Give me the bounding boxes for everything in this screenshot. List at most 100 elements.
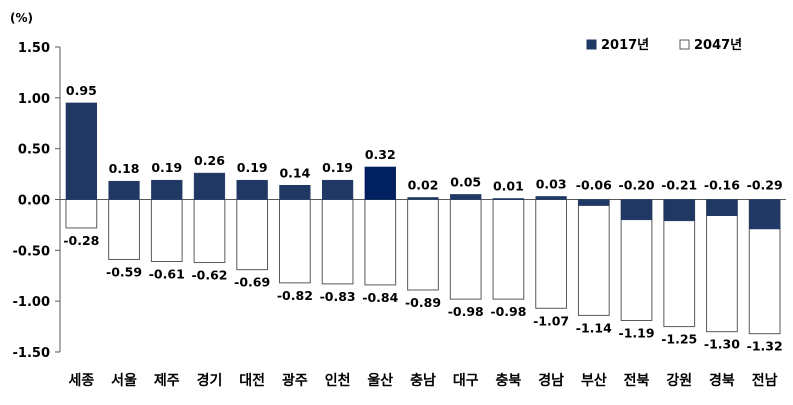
data-label-2017: 0.32 [365,147,396,162]
data-label-2047: -0.83 [320,289,356,304]
category-label: 경북 [709,372,735,389]
bar-2017 [108,180,140,200]
bar-2047 [364,199,397,286]
data-label-2047: -1.25 [661,332,697,347]
bar-2017 [364,166,396,200]
data-label-2047: -1.19 [619,325,655,340]
bar-2017 [620,199,653,221]
data-label-2047: -0.28 [63,233,99,248]
bar-2047 [706,199,738,333]
data-label-2047: -1.30 [704,337,740,352]
category-label: 서울 [111,372,137,389]
data-label-2017: -0.06 [576,178,612,193]
y-tick-label: -1.50 [13,346,50,361]
category-label: 세종 [68,373,94,389]
series-2017-labels: 0.95 0.18 0.19 0.26 0.19 0.14 0.19 0.32 0.02 0.05… [66,83,783,194]
data-label-2047: -0.82 [277,288,313,303]
category-label: 경남 [538,372,564,389]
category-label: 강원 [666,372,692,389]
bar-2047 [492,199,525,300]
y-tick-label: -1.00 [13,295,50,310]
data-label-2047: -1.07 [533,313,569,328]
bar-2047 [577,199,610,316]
data-label-2017: -0.29 [747,178,783,193]
bar-2047 [407,199,439,291]
data-label-2047: -0.69 [234,275,270,290]
y-tick-label: 1.00 [18,92,50,107]
bar-2017 [65,102,97,200]
bar-2017 [321,179,354,200]
category-label: 경기 [197,372,223,389]
data-label-2017: 0.19 [151,160,182,175]
category-label: 충남 [410,372,436,389]
data-label-2017: 0.18 [109,161,140,176]
data-label-2047: -0.84 [362,290,398,305]
legend-swatch-2017 [586,39,597,50]
data-label-2017: 0.19 [237,160,268,175]
series-2017-bars [65,102,781,230]
category-labels: 세종 서울 제주 경기 대전 광주 인천 울산 충남 대구 충북 경남 부산 전북 강원 경북 전남 [68,372,777,389]
data-label-2017: 0.01 [493,178,524,193]
y-tick-label: 0.50 [18,143,50,158]
data-label-2017: 0.95 [66,83,97,98]
data-label-2047: -0.62 [191,268,227,283]
data-label-2017: 0.03 [536,176,567,191]
data-label-2017: 0.19 [322,160,353,175]
data-label-2047: -0.61 [149,267,185,282]
bar-2017 [279,185,311,200]
data-label-2017: -0.21 [661,178,697,193]
data-label-2017: -0.20 [619,178,655,193]
bar-2017 [407,197,439,200]
data-label-2017: 0.14 [279,165,310,180]
category-label: 인천 [325,372,351,389]
category-label: 부산 [581,372,607,389]
bar-2017 [706,199,738,217]
legend-swatch-2047 [679,39,690,50]
data-label-2047: -1.32 [747,339,783,354]
bar-2017 [492,198,525,200]
bar-2017 [193,172,226,200]
category-label: 광주 [282,372,308,389]
bar-2047 [193,199,226,264]
category-label: 대구 [453,373,479,389]
unit-label: (%) [10,11,33,25]
bar-2047 [535,199,567,309]
bar-2017 [450,194,482,200]
y-tick-label: 0.00 [18,194,50,209]
series-2047-labels: -0.28 -0.59 -0.61 -0.62 -0.69 -0.82 -0.83 -0.84… [63,233,782,354]
data-label-2017: -0.16 [704,178,740,193]
data-label-2017: 0.05 [450,174,481,189]
bar-2047 [279,199,311,284]
bar-2047 [108,199,140,260]
data-label-2047: -1.14 [576,320,612,335]
bar-2017 [151,179,183,200]
legend-label-2017: 2017년 [601,38,649,53]
category-label: 전남 [752,372,778,389]
legend-label-2047: 2047년 [694,38,742,53]
y-tick-label: 1.50 [18,41,50,56]
category-label: 대전 [239,372,265,389]
data-label-2047: -0.59 [106,264,142,279]
data-label-2017: 0.02 [408,177,439,192]
bar-2017 [535,196,567,200]
data-label-2047: -0.98 [490,304,526,319]
data-label-2017: 0.26 [194,153,225,168]
bar-2047 [449,199,482,300]
bar-2047 [65,199,98,229]
legend: 2017년 2047년 [586,38,742,53]
bar-2047 [321,199,354,285]
data-label-2047: -0.98 [448,304,484,319]
bar-2017 [578,199,610,206]
bar-2047 [150,199,183,263]
data-label-2047: -0.89 [405,295,441,310]
category-label: 전북 [624,372,650,389]
y-tick-label: -0.50 [13,244,50,259]
category-label: 충북 [496,373,522,389]
bar-2017 [663,199,695,222]
bar-2017 [236,179,268,200]
category-label: 제주 [154,373,180,389]
category-label: 울산 [367,372,393,389]
bar-2017 [749,199,781,230]
bar-2047 [236,199,269,271]
